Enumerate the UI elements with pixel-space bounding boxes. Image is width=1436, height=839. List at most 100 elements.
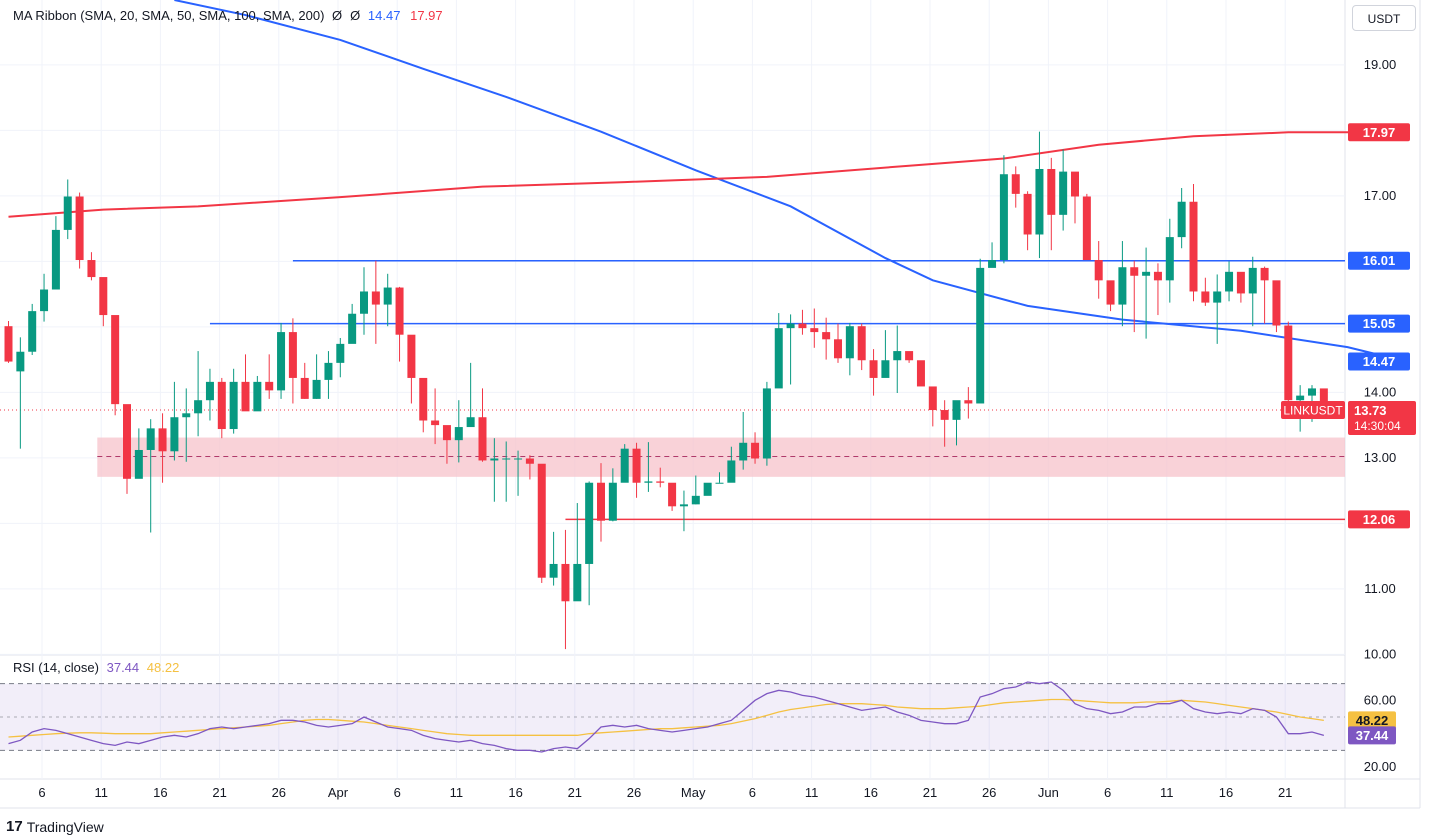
ma-ribbon-title: MA Ribbon (SMA, 20, SMA, 50, SMA, 100, S… bbox=[13, 8, 325, 23]
visibility-icon[interactable]: Ø bbox=[332, 8, 343, 23]
candle-body bbox=[253, 381, 262, 412]
candle-body bbox=[87, 260, 96, 278]
candle-body bbox=[1142, 271, 1151, 276]
candle-body bbox=[383, 287, 392, 305]
candle-body bbox=[916, 360, 925, 387]
candle-body bbox=[1236, 271, 1245, 294]
candle-body bbox=[134, 449, 143, 479]
candle-body bbox=[940, 410, 949, 420]
level-price-label-bg bbox=[1348, 314, 1410, 333]
ma-price-label-bg bbox=[1348, 123, 1410, 142]
candle-body bbox=[123, 404, 131, 479]
time-tick-label: 11 bbox=[94, 785, 108, 800]
candle-body bbox=[277, 332, 286, 391]
candle-body bbox=[656, 481, 665, 483]
candle-body bbox=[905, 351, 914, 361]
candle-body bbox=[336, 343, 345, 363]
candle-body bbox=[762, 388, 771, 459]
rsi-value: 37.44 bbox=[106, 660, 140, 675]
candle-body bbox=[1296, 395, 1305, 401]
candle-body bbox=[1153, 271, 1162, 281]
candle-body bbox=[1059, 171, 1068, 215]
candle-body bbox=[28, 311, 37, 352]
price-tick-label: 10.00 bbox=[1364, 646, 1397, 661]
symbol-tag-bg bbox=[1281, 401, 1345, 420]
time-tick-label: Apr bbox=[328, 785, 349, 800]
candle-body bbox=[976, 267, 985, 404]
candle-body bbox=[158, 428, 167, 452]
level-price-label-bg bbox=[1348, 510, 1410, 529]
moving-average-line bbox=[8, 131, 1407, 218]
candle-body bbox=[111, 315, 120, 405]
candle-body bbox=[466, 417, 475, 428]
candle-body bbox=[1284, 325, 1293, 401]
tradingview-brand[interactable]: 17 TradingView bbox=[6, 818, 104, 835]
candle-body bbox=[988, 260, 997, 268]
time-tick-label: 16 bbox=[153, 785, 167, 800]
time-tick-label: 11 bbox=[1160, 785, 1174, 800]
candle-body bbox=[75, 196, 84, 261]
level-price-label: 15.05 bbox=[1363, 316, 1396, 331]
ma100-value: 14.47 bbox=[367, 8, 401, 23]
candle-body bbox=[1319, 388, 1328, 411]
time-tick-label: 21 bbox=[212, 785, 226, 800]
time-tick-label: 21 bbox=[1278, 785, 1292, 800]
candle-body bbox=[893, 351, 902, 361]
currency-unit-button[interactable]: USDT bbox=[1352, 5, 1416, 31]
candle-body bbox=[454, 427, 463, 441]
ma-price-label-bg bbox=[1348, 352, 1410, 371]
candle-body bbox=[40, 289, 49, 312]
visibility-icon[interactable]: Ø bbox=[350, 8, 361, 23]
rsi-ma-tag: 48.22 bbox=[1356, 713, 1389, 728]
candle-body bbox=[703, 482, 712, 496]
last-price-tag-bg bbox=[1348, 401, 1416, 436]
candle-body bbox=[1023, 193, 1032, 235]
candle-body bbox=[1047, 168, 1056, 215]
time-tick-label: 16 bbox=[864, 785, 878, 800]
price-tick-label: 19.00 bbox=[1364, 57, 1397, 72]
candle-body bbox=[739, 442, 748, 461]
candle-body bbox=[585, 482, 594, 564]
time-tick-label: 16 bbox=[1219, 785, 1233, 800]
candle-body bbox=[751, 442, 760, 459]
time-tick-label: 6 bbox=[749, 785, 756, 800]
price-tick-label: 17.00 bbox=[1364, 188, 1397, 203]
rsi-line bbox=[8, 681, 1325, 753]
candle-body bbox=[229, 381, 238, 430]
candle-body bbox=[999, 174, 1008, 261]
candle-body bbox=[822, 332, 831, 340]
candle-body bbox=[869, 360, 878, 378]
candle-body bbox=[1308, 388, 1316, 396]
candle-body bbox=[1082, 196, 1091, 261]
candle-body bbox=[502, 458, 511, 460]
candle-body bbox=[774, 328, 783, 389]
candle-body bbox=[668, 482, 677, 507]
candle-body bbox=[1071, 171, 1079, 197]
candle-body bbox=[407, 334, 416, 378]
candle-body bbox=[561, 563, 570, 602]
candle-body bbox=[786, 323, 795, 329]
candle-body bbox=[1272, 280, 1281, 326]
time-tick-label: May bbox=[681, 785, 706, 800]
rsi-tick-label: 60.00 bbox=[1364, 692, 1397, 707]
level-price-label-bg bbox=[1348, 251, 1410, 270]
time-tick-label: 11 bbox=[805, 785, 819, 800]
time-tick-label: 6 bbox=[394, 785, 401, 800]
candle-body bbox=[632, 448, 641, 483]
rsi-tag: 37.44 bbox=[1356, 728, 1389, 743]
candle-body bbox=[679, 504, 688, 507]
level-price-label: 12.06 bbox=[1363, 512, 1396, 527]
candle-body bbox=[63, 196, 72, 230]
time-tick-label: 26 bbox=[272, 785, 286, 800]
candle-body bbox=[597, 482, 605, 521]
candle-body bbox=[4, 326, 13, 362]
time-tick-label: 11 bbox=[450, 785, 464, 800]
candle-body bbox=[1035, 168, 1044, 235]
brand-name: TradingView bbox=[26, 818, 104, 835]
candle-body bbox=[620, 448, 629, 483]
candle-body bbox=[549, 563, 558, 578]
candle-body bbox=[217, 381, 226, 430]
ma-ribbon-legend: MA Ribbon (SMA, 20, SMA, 50, SMA, 100, S… bbox=[13, 8, 443, 23]
